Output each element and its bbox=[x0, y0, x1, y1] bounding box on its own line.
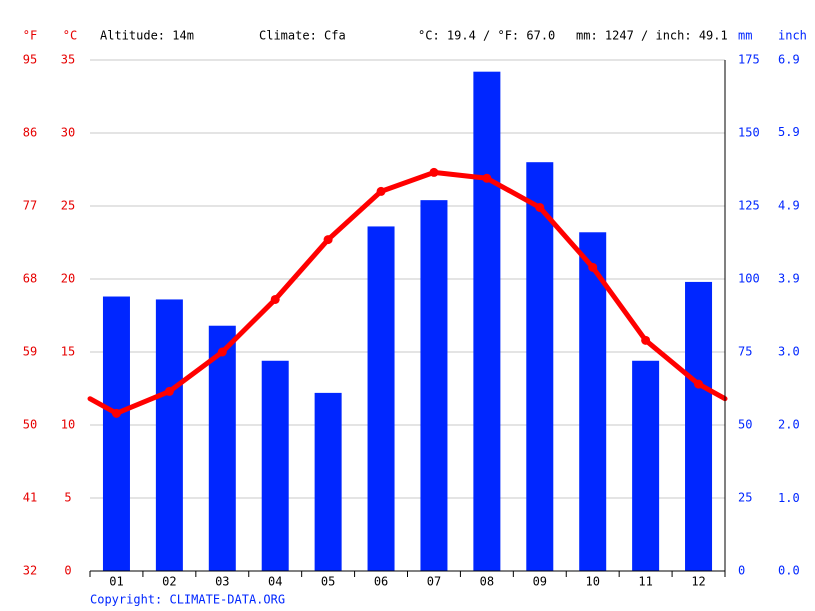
bar bbox=[102, 296, 130, 571]
y2-tick-label: 175 bbox=[738, 53, 760, 67]
y-tick-label-f: 50 bbox=[23, 418, 37, 432]
line bbox=[115, 169, 701, 416]
y-tick-label: 15 bbox=[61, 345, 75, 359]
y2-tick-label: 150 bbox=[738, 126, 760, 140]
line-point bbox=[376, 186, 386, 196]
annotation: mm: 1247 / inch: 49.1 bbox=[576, 29, 728, 43]
line-point bbox=[164, 386, 174, 396]
bar bbox=[155, 299, 183, 571]
y2-inch-tick-label: 6.9 bbox=[778, 53, 800, 67]
bar bbox=[261, 360, 289, 571]
y-tick-label-f: 32 bbox=[23, 564, 37, 578]
bar bbox=[579, 232, 607, 571]
axis-unit: °F bbox=[23, 29, 37, 43]
y2-inch-tick-label: 3.0 bbox=[778, 345, 800, 359]
x-tick-label: 11 bbox=[638, 575, 652, 589]
y2-inch-tick-label: 3.9 bbox=[778, 271, 800, 285]
line-point bbox=[217, 347, 227, 357]
y-tick-label-f: 59 bbox=[23, 345, 37, 359]
copyright: Copyright: CLIMATE-DATA.ORG bbox=[90, 593, 285, 607]
x-tick-label: 05 bbox=[321, 575, 335, 589]
y2-tick-label: 0 bbox=[738, 564, 745, 578]
bar bbox=[208, 325, 236, 571]
y2-tick-label: 50 bbox=[738, 418, 752, 432]
x-tick-label: 07 bbox=[427, 575, 441, 589]
line-wrap bbox=[696, 381, 728, 402]
line-point bbox=[641, 335, 651, 345]
x-tick-label: 06 bbox=[374, 575, 388, 589]
line-point bbox=[270, 294, 280, 304]
x-tick-label: 09 bbox=[533, 575, 547, 589]
y2-tick-label: 75 bbox=[738, 345, 752, 359]
bar bbox=[420, 200, 448, 571]
line-point bbox=[535, 202, 545, 212]
y-tick-label: 5 bbox=[64, 491, 71, 505]
grid bbox=[90, 59, 725, 499]
y2-inch-tick-label: 1.0 bbox=[778, 491, 800, 505]
x-tick-label: 01 bbox=[109, 575, 123, 589]
bar bbox=[632, 360, 660, 571]
x-tick-label: 03 bbox=[215, 575, 229, 589]
y-tick-label: 35 bbox=[61, 53, 75, 67]
line-point bbox=[429, 167, 439, 177]
line-point bbox=[588, 262, 598, 272]
y-tick-label-f: 41 bbox=[23, 491, 37, 505]
annotation: Climate: Cfa bbox=[259, 29, 346, 43]
y2-inch-tick-label: 5.9 bbox=[778, 125, 800, 139]
bar bbox=[526, 162, 554, 571]
line-point bbox=[111, 408, 121, 418]
x-tick-label: 12 bbox=[691, 575, 705, 589]
bar bbox=[314, 392, 342, 571]
bar bbox=[367, 226, 395, 571]
line-point bbox=[323, 235, 333, 245]
y-tick-label-f: 77 bbox=[23, 199, 37, 213]
y-tick-label-f: 68 bbox=[23, 272, 37, 286]
x-tick-label: 02 bbox=[162, 575, 176, 589]
y2-inch-tick-label: 2.0 bbox=[778, 417, 800, 431]
y-tick-label: 0 bbox=[64, 564, 71, 578]
y2-tick-label: 125 bbox=[738, 199, 760, 213]
x-tick-label: 10 bbox=[585, 575, 599, 589]
y-tick-label: 10 bbox=[61, 418, 75, 432]
axis-unit: mm bbox=[738, 29, 752, 43]
annotation: °C: 19.4 / °F: 67.0 bbox=[418, 29, 555, 43]
y2-tick-label: 25 bbox=[738, 491, 752, 505]
line-wrap bbox=[87, 396, 119, 416]
y-tick-label: 25 bbox=[61, 199, 75, 213]
bar bbox=[685, 281, 713, 571]
y2-inch-tick-label: 4.9 bbox=[778, 199, 800, 213]
line-point bbox=[694, 379, 704, 389]
axis-unit: inch bbox=[778, 29, 807, 43]
x-tick-label: 08 bbox=[480, 575, 494, 589]
annotation: Altitude: 14m bbox=[100, 29, 194, 43]
y2-tick-label: 100 bbox=[738, 272, 760, 286]
x-tick-label: 04 bbox=[268, 575, 282, 589]
axis-unit: °C bbox=[63, 29, 77, 43]
y2-inch-tick-label: 0.0 bbox=[778, 564, 800, 578]
bar bbox=[473, 71, 501, 572]
y-tick-label: 20 bbox=[61, 272, 75, 286]
y-tick-label-f: 86 bbox=[23, 126, 37, 140]
y-tick-label: 30 bbox=[61, 126, 75, 140]
line-point bbox=[482, 173, 492, 183]
y-tick-label-f: 95 bbox=[23, 53, 37, 67]
